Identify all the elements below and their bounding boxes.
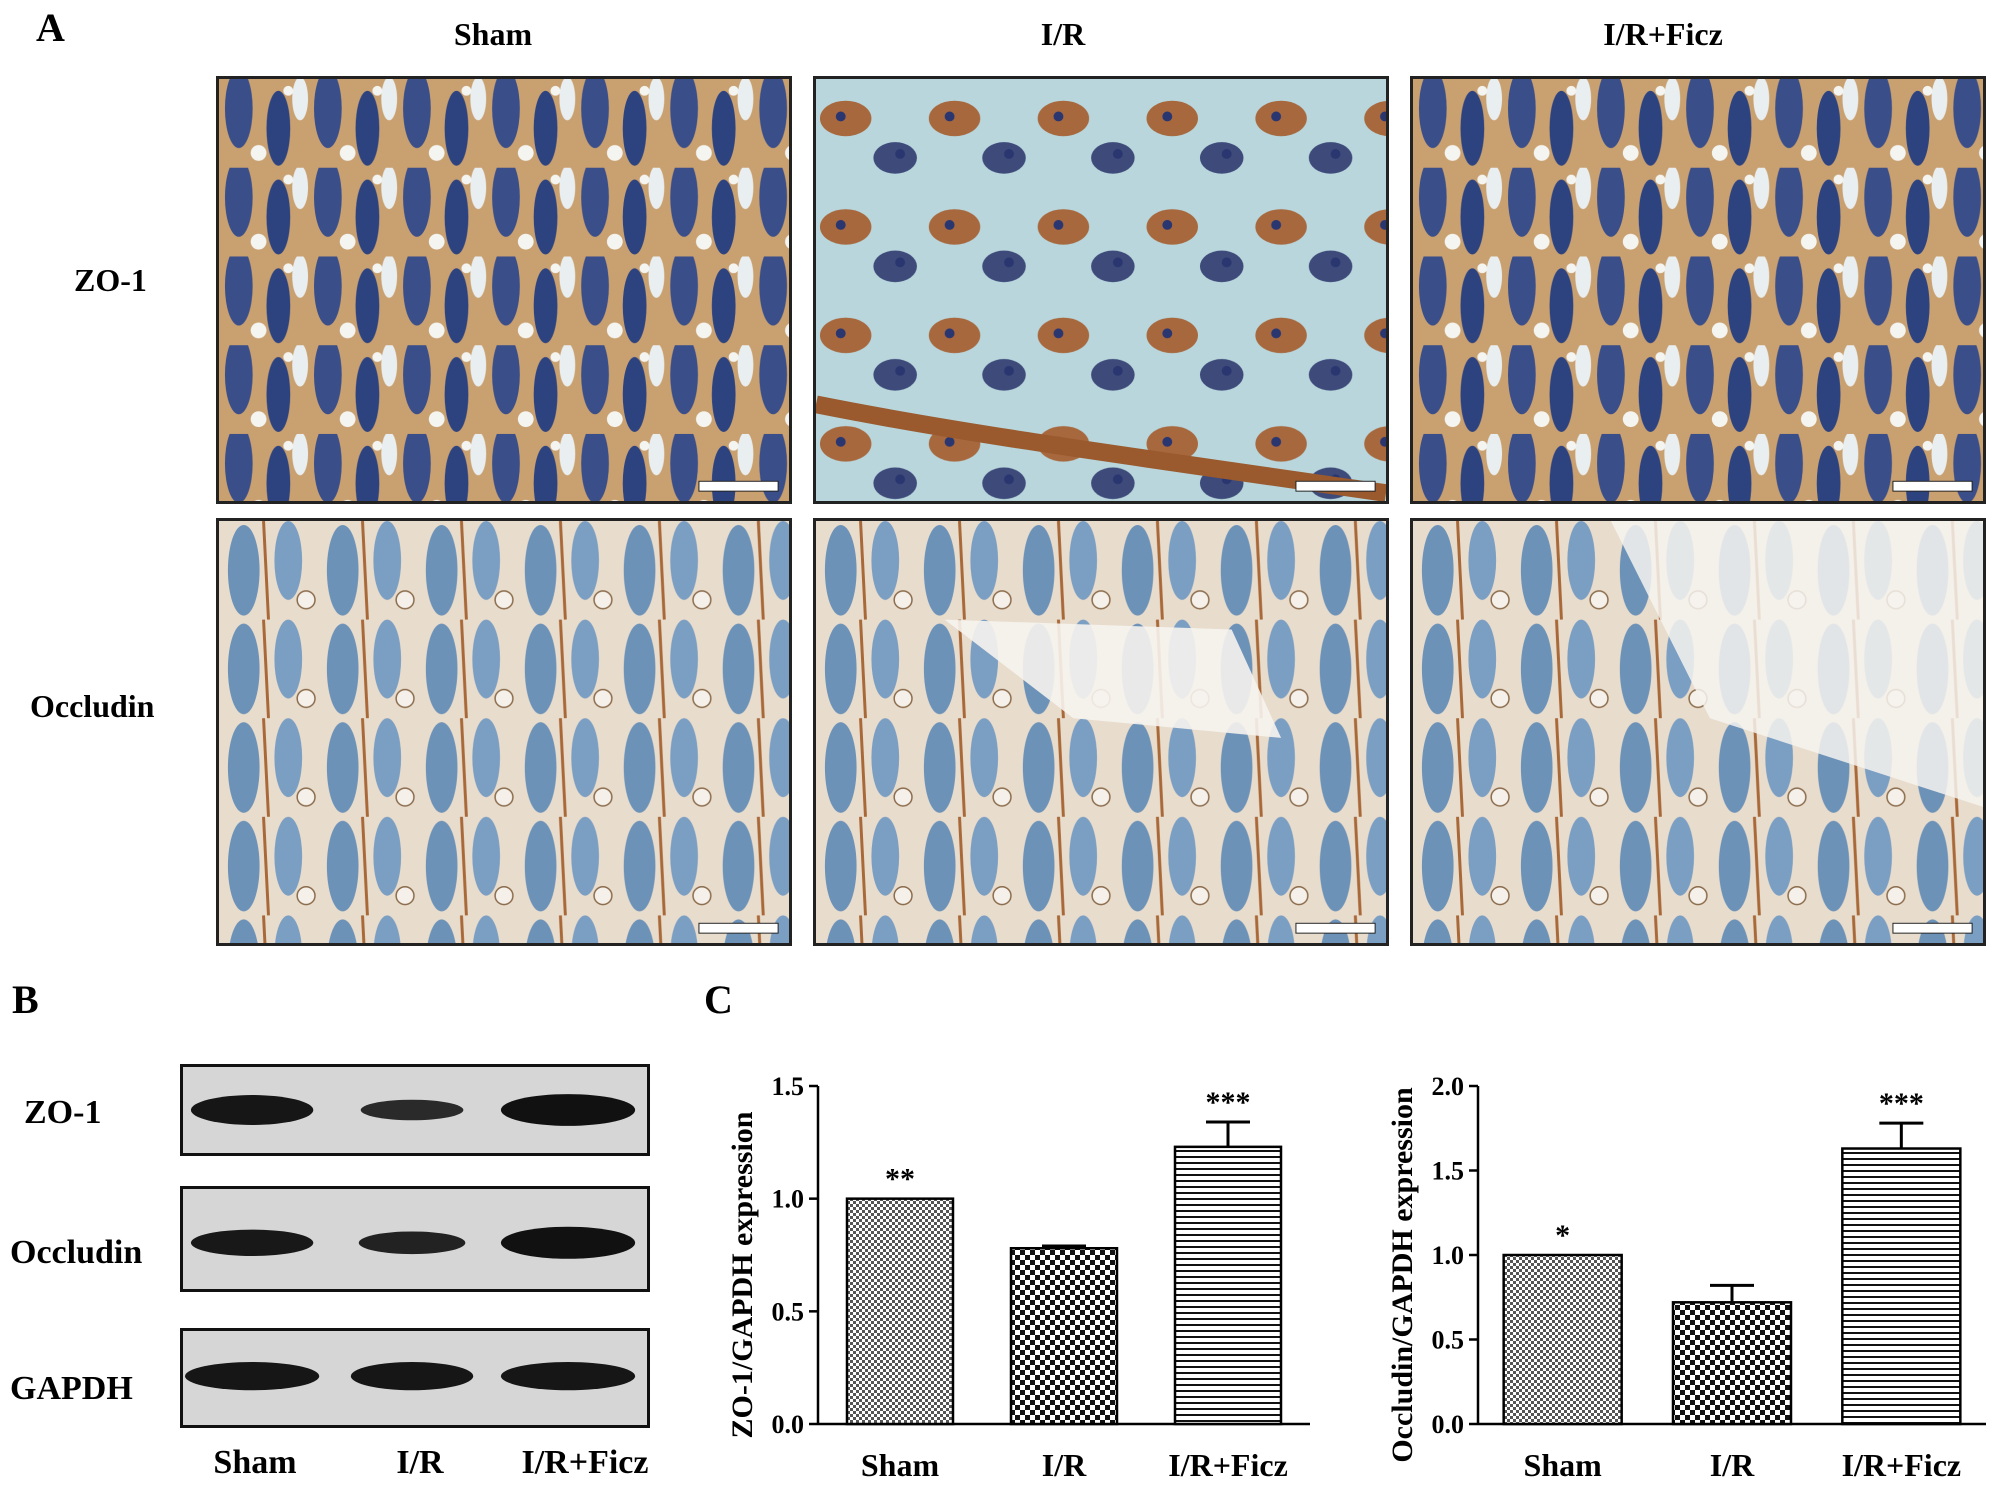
blot-label-zo1: ZO-1 bbox=[24, 1094, 102, 1131]
significance-label: ** bbox=[885, 1163, 915, 1196]
x-tick-label: Sham bbox=[1524, 1447, 1603, 1483]
x-tick-label: I/R+Ficz bbox=[1168, 1447, 1288, 1483]
blot-band-occludin-ir bbox=[358, 1231, 466, 1255]
x-tick-label: Sham bbox=[861, 1447, 940, 1483]
column-header-sham: Sham bbox=[453, 16, 533, 52]
y-tick-label: 0.5 bbox=[772, 1297, 805, 1326]
chart-occludin-gapdh: 0.0 0.5 1.0 1.5 2.0 Occludin/GAPDH expression… bbox=[1386, 1072, 1986, 1483]
y-tick-label: 0.5 bbox=[1432, 1326, 1465, 1355]
y-axis-label: ZO-1/GAPDH expression bbox=[726, 1111, 759, 1438]
row-header-zo1: ZO-1 bbox=[74, 262, 147, 298]
column-header-ir: I/R bbox=[1040, 16, 1086, 52]
micrograph-occludin-ir-ficz bbox=[1410, 518, 1986, 946]
chart-zo1-gapdh: 0.0 0.5 1.0 1.5 ZO-1/GAPDH expression ** Sham I… bbox=[726, 1072, 1310, 1483]
blot-strip-zo1 bbox=[180, 1064, 650, 1156]
significance-label: *** bbox=[1879, 1087, 1924, 1120]
blot-band-occludin-sham bbox=[190, 1229, 314, 1256]
bar bbox=[1841, 1147, 1962, 1426]
lane-label-sham: Sham bbox=[213, 1444, 297, 1481]
panel-label-c: C bbox=[704, 977, 733, 1022]
blot-strip-gapdh bbox=[180, 1328, 650, 1428]
blot-band-zo1-ir bbox=[360, 1099, 464, 1121]
y-tick-label: 1.0 bbox=[1432, 1241, 1465, 1270]
row-header-occludin: Occludin bbox=[30, 688, 155, 724]
x-tick-label: I/R bbox=[1710, 1447, 1755, 1483]
y-tick-label: 0.0 bbox=[772, 1410, 805, 1439]
blot-label-gapdh: GAPDH bbox=[10, 1370, 133, 1407]
column-header-ir-ficz: I/R+Ficz bbox=[1603, 16, 1723, 52]
blot-band-zo1-ir-ficz bbox=[500, 1094, 636, 1126]
panel-label-a: A bbox=[36, 5, 65, 50]
x-tick-label: I/R+Ficz bbox=[1842, 1447, 1962, 1483]
significance-label: *** bbox=[1206, 1086, 1251, 1119]
y-tick-label: 0.0 bbox=[1432, 1410, 1465, 1439]
bar bbox=[1173, 1145, 1283, 1426]
lane-label-ir-ficz: I/R+Ficz bbox=[521, 1444, 649, 1481]
micrograph-occludin-ir bbox=[813, 518, 1389, 946]
micrograph-zo1-ir-ficz bbox=[1410, 76, 1986, 504]
blot-band-gapdh-ir bbox=[350, 1362, 474, 1391]
blot-band-gapdh-ir-ficz bbox=[500, 1362, 636, 1391]
significance-label: * bbox=[1555, 1219, 1570, 1252]
bar bbox=[1009, 1246, 1119, 1426]
y-tick-label: 1.5 bbox=[1432, 1157, 1465, 1186]
blot-band-zo1-sham bbox=[190, 1095, 314, 1125]
bar bbox=[1502, 1253, 1623, 1426]
y-tick-label: 1.0 bbox=[772, 1185, 805, 1214]
blot-band-gapdh-sham bbox=[184, 1362, 320, 1391]
micrograph-zo1-ir bbox=[813, 76, 1389, 504]
bar bbox=[1671, 1301, 1793, 1426]
x-tick-label: I/R bbox=[1042, 1447, 1087, 1483]
micrograph-zo1-sham bbox=[216, 76, 792, 504]
y-tick-label: 2.0 bbox=[1432, 1072, 1465, 1101]
blot-label-occludin: Occludin bbox=[10, 1234, 143, 1271]
blot-band-occludin-ir-ficz bbox=[500, 1226, 636, 1259]
panel-label-b: B bbox=[12, 977, 39, 1022]
blot-strip-occludin bbox=[180, 1186, 650, 1292]
y-axis-label: Occludin/GAPDH expression bbox=[1386, 1087, 1419, 1463]
y-tick-label: 1.5 bbox=[772, 1072, 805, 1101]
bar bbox=[845, 1197, 955, 1426]
micrograph-occludin-sham bbox=[216, 518, 792, 946]
lane-label-ir: I/R bbox=[396, 1444, 444, 1481]
